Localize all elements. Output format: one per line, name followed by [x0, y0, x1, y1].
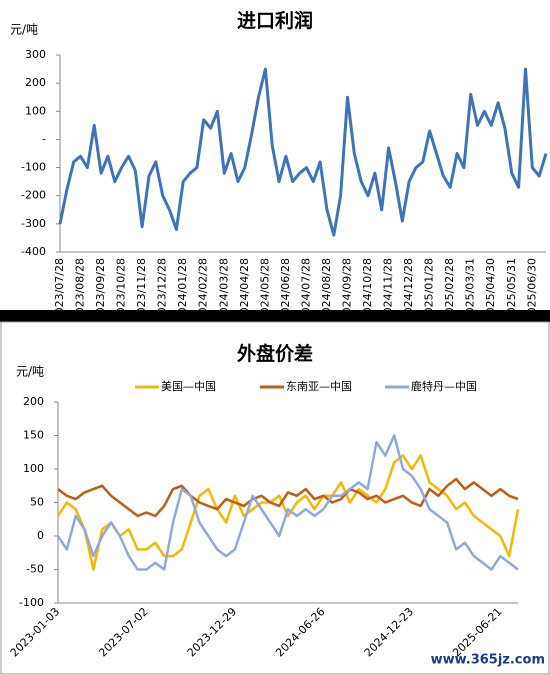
x-tick-label: 2023-07-02: [96, 605, 150, 659]
series-line: [57, 477, 519, 518]
x-tick-label: 2024/10/28: [361, 258, 374, 321]
y-tick-label: -50: [26, 563, 44, 576]
x-tick-label: 2023/10/28: [115, 258, 128, 321]
x-tick-label: 2025/01/28: [423, 258, 436, 321]
watermark: www.365jz.com: [431, 653, 545, 668]
x-tick-label: 2024/01/28: [176, 258, 189, 321]
y-tick-label: 0: [37, 529, 44, 542]
chart-frame: [0, 321, 550, 675]
x-tick-label: 2023-12-29: [185, 605, 239, 659]
x-tick-label: 2023/08/28: [74, 258, 87, 321]
x-tick-label: 2023-01-03: [8, 605, 62, 659]
x-tick-label: 2023/12/28: [156, 258, 169, 321]
x-tick-label: 2025/04/30: [484, 258, 497, 321]
y-tick-label: -200: [21, 189, 46, 202]
legend-label: 鹿特丹—中国: [411, 379, 477, 393]
chart-title: 进口利润: [237, 9, 313, 32]
y-tick-label: 100: [25, 104, 46, 117]
x-tick-label: 2024/06/28: [279, 258, 292, 321]
series-line: [56, 434, 519, 571]
x-tick-label: 2025/05/31: [505, 258, 518, 321]
x-tick-label: 2023/09/28: [94, 258, 107, 321]
x-tick-label: 2023/07/28: [53, 258, 66, 321]
x-tick-label: 2024-12-23: [362, 605, 416, 659]
series-line: [58, 67, 548, 237]
y-tick-label: 50: [30, 496, 44, 509]
divider: [0, 310, 550, 322]
x-tick-label: 2024/11/28: [382, 258, 395, 321]
legend-label: 美国—中国: [161, 380, 216, 393]
x-tick-label: 2024/03/28: [217, 258, 230, 321]
x-tick-label: 2025/03/31: [464, 258, 477, 321]
x-tick-label: 2024/12/28: [402, 258, 415, 321]
x-tick-label: 2024/09/28: [340, 258, 353, 321]
x-tick-label: 2025/06/30: [525, 258, 538, 321]
y-tick-label: 300: [25, 48, 46, 61]
x-tick-label: 2025-06-21: [450, 605, 504, 659]
y-tick-label: 200: [23, 395, 44, 408]
x-tick-label: 2024/02/28: [197, 258, 210, 321]
y-axis-unit: 元/吨: [16, 365, 44, 379]
y-tick-label: -300: [21, 217, 46, 230]
chart-title: 外盘价差: [237, 342, 313, 365]
y-tick-label: 200: [25, 76, 46, 89]
x-tick-label: 2024/04/28: [238, 258, 251, 321]
y-tick-label: -: [42, 132, 46, 145]
x-tick-label: 2025/02/28: [443, 258, 456, 321]
y-tick-label: 100: [23, 462, 44, 475]
y-tick-label: 150: [23, 429, 44, 442]
x-tick-label: 2024/08/28: [320, 258, 333, 321]
y-tick-label: -400: [21, 245, 46, 258]
x-tick-label: 2024/07/28: [299, 258, 312, 321]
x-tick-label: 2023/11/28: [135, 258, 148, 321]
x-tick-label: 2024/05/28: [258, 258, 271, 321]
y-tick-label: -100: [21, 161, 46, 174]
x-tick-label: 2024-06-26: [273, 605, 327, 659]
y-axis-unit: 元/吨: [10, 23, 38, 37]
legend-label: 东南亚—中国: [286, 380, 352, 393]
y-tick-label: -100: [19, 596, 44, 609]
